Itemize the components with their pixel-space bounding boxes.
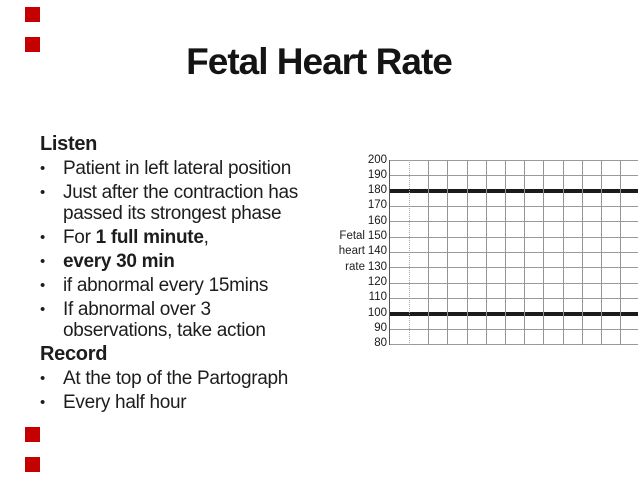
bullet-line: observations, take action: [63, 320, 266, 341]
gridline-vertical: [409, 160, 410, 345]
gridline-horizontal: [390, 328, 638, 330]
gridline-horizontal: [390, 343, 638, 345]
bullet-text: if abnormal every 15mins: [63, 275, 268, 296]
bullet-line: if abnormal every 15mins: [63, 275, 268, 296]
bullet-icon: •: [40, 394, 45, 411]
list-item: • Just after the contraction has passed it…: [40, 182, 340, 224]
list-item: • if abnormal every 15mins: [40, 275, 340, 296]
section-heading: Listen: [40, 133, 98, 155]
y-axis-label-line: rate: [345, 260, 365, 273]
list-item: • At the top of the Partograph: [40, 368, 340, 389]
gridline-horizontal: [390, 205, 638, 207]
gridline-vertical: [581, 160, 583, 345]
list-item: • For 1 full minute,: [40, 227, 340, 248]
bullet-icon: •: [40, 277, 45, 294]
gridline-horizontal: [390, 221, 638, 223]
bullet-icon: •: [40, 370, 45, 387]
y-axis-label-line: Fetal: [339, 230, 365, 242]
list-item: • Patient in left lateral position: [40, 158, 340, 179]
accent-square-icon: [25, 7, 40, 22]
y-tick-label: 130: [367, 260, 387, 273]
gridline-vertical: [601, 160, 602, 345]
bullet-text-segment: 1 full minute: [95, 227, 204, 248]
y-tick-label: 180: [367, 184, 387, 197]
bullet-text: Every half hour: [63, 392, 187, 413]
bullet-text-segment: For: [63, 227, 96, 248]
gridline-vertical: [620, 160, 622, 345]
gridline-vertical: [466, 160, 468, 345]
reference-line-100: [390, 311, 638, 316]
y-tick-label: 200: [367, 153, 387, 166]
bullet-line: Patient in left lateral position: [63, 158, 291, 179]
list-item: • If abnormal over 3 observations, take ac…: [40, 299, 340, 341]
gridline-horizontal: [390, 267, 638, 269]
accent-square-icon: [25, 37, 40, 52]
y-tick-label: 110: [368, 291, 387, 304]
y-tick-label: 170: [367, 199, 387, 212]
bullet-text-segment: observations, take action: [63, 320, 266, 341]
bullet-text: For 1 full minute,: [63, 227, 209, 248]
y-axis-label-line: heart: [338, 245, 365, 258]
gridline-vertical: [562, 160, 564, 345]
bullet-icon: •: [40, 301, 45, 318]
gridline-vertical: [505, 160, 506, 345]
list-item: • Every half hour: [40, 392, 340, 413]
bullet-text: Just after the contraction has passed its…: [63, 182, 298, 224]
gridline-horizontal: [390, 251, 638, 253]
bullet-icon: •: [40, 160, 45, 177]
y-tick-label: 140: [367, 245, 387, 258]
bullet-text: Patient in left lateral position: [63, 158, 291, 179]
bullet-text: If abnormal over 3 observations, take act…: [63, 299, 266, 341]
bullet-text-segment: Every half hour: [63, 392, 187, 413]
bullet-line: If abnormal over 3: [63, 299, 266, 320]
bullet-icon: •: [40, 253, 45, 270]
bullet-text-segment: passed its strongest phase: [63, 203, 282, 224]
gridline-horizontal: [390, 236, 638, 238]
gridline-vertical: [543, 160, 545, 345]
gridline-horizontal: [390, 282, 638, 284]
bullet-line: Just after the contraction has: [63, 182, 298, 203]
bullet-text-segment: Patient in left lateral position: [63, 158, 292, 179]
y-tick-label: 80: [374, 337, 387, 350]
y-tick-label: 190: [367, 168, 387, 181]
reference-line-180: [390, 189, 638, 194]
bullet-text-segment: every 30 min: [63, 251, 175, 272]
bullet-icon: •: [40, 229, 45, 246]
bullet-line: every 30 min: [63, 251, 175, 272]
content-column: Listen • Patient in left lateral position •…: [40, 134, 340, 416]
bullet-text-segment: If abnormal over 3: [63, 299, 211, 320]
gridline-horizontal: [390, 175, 638, 177]
bullet-line: For 1 full minute,: [63, 227, 209, 248]
bullet-line: passed its strongest phase: [63, 203, 298, 224]
bullet-text-segment: ,: [203, 227, 209, 248]
gridline-vertical: [447, 160, 449, 345]
bullet-text-segment: if abnormal every 15mins: [63, 275, 269, 296]
gridline-vertical: [524, 160, 526, 345]
section-heading: Record: [40, 343, 108, 365]
gridline-vertical: [428, 160, 430, 345]
gridline-vertical: [485, 160, 487, 345]
y-tick-label: 90: [374, 322, 387, 335]
bullet-icon: •: [40, 184, 45, 201]
y-tick-label: 160: [367, 214, 387, 227]
y-tick-label: 100: [367, 306, 387, 319]
bullet-line: Every half hour: [63, 392, 187, 413]
accent-square-icon: [25, 427, 40, 442]
bullet-line: At the top of the Partograph: [63, 368, 288, 389]
bullet-text-segment: Just after the contraction has: [63, 182, 298, 203]
accent-square-icon: [25, 457, 40, 472]
list-item: • every 30 min: [40, 251, 340, 272]
y-axis-label: Fetal heart rate: [339, 229, 365, 275]
gridline-horizontal: [390, 160, 638, 161]
slide-title: Fetal Heart Rate: [186, 41, 453, 82]
chart-plot-area: [389, 160, 638, 345]
y-tick-label: 150: [367, 230, 387, 243]
y-tick-label: 120: [367, 276, 387, 289]
bullet-text-segment: At the top of the Partograph: [63, 368, 289, 389]
gridline-horizontal: [390, 297, 638, 299]
bullet-text: every 30 min: [63, 251, 175, 272]
bullet-text: At the top of the Partograph: [63, 368, 288, 389]
